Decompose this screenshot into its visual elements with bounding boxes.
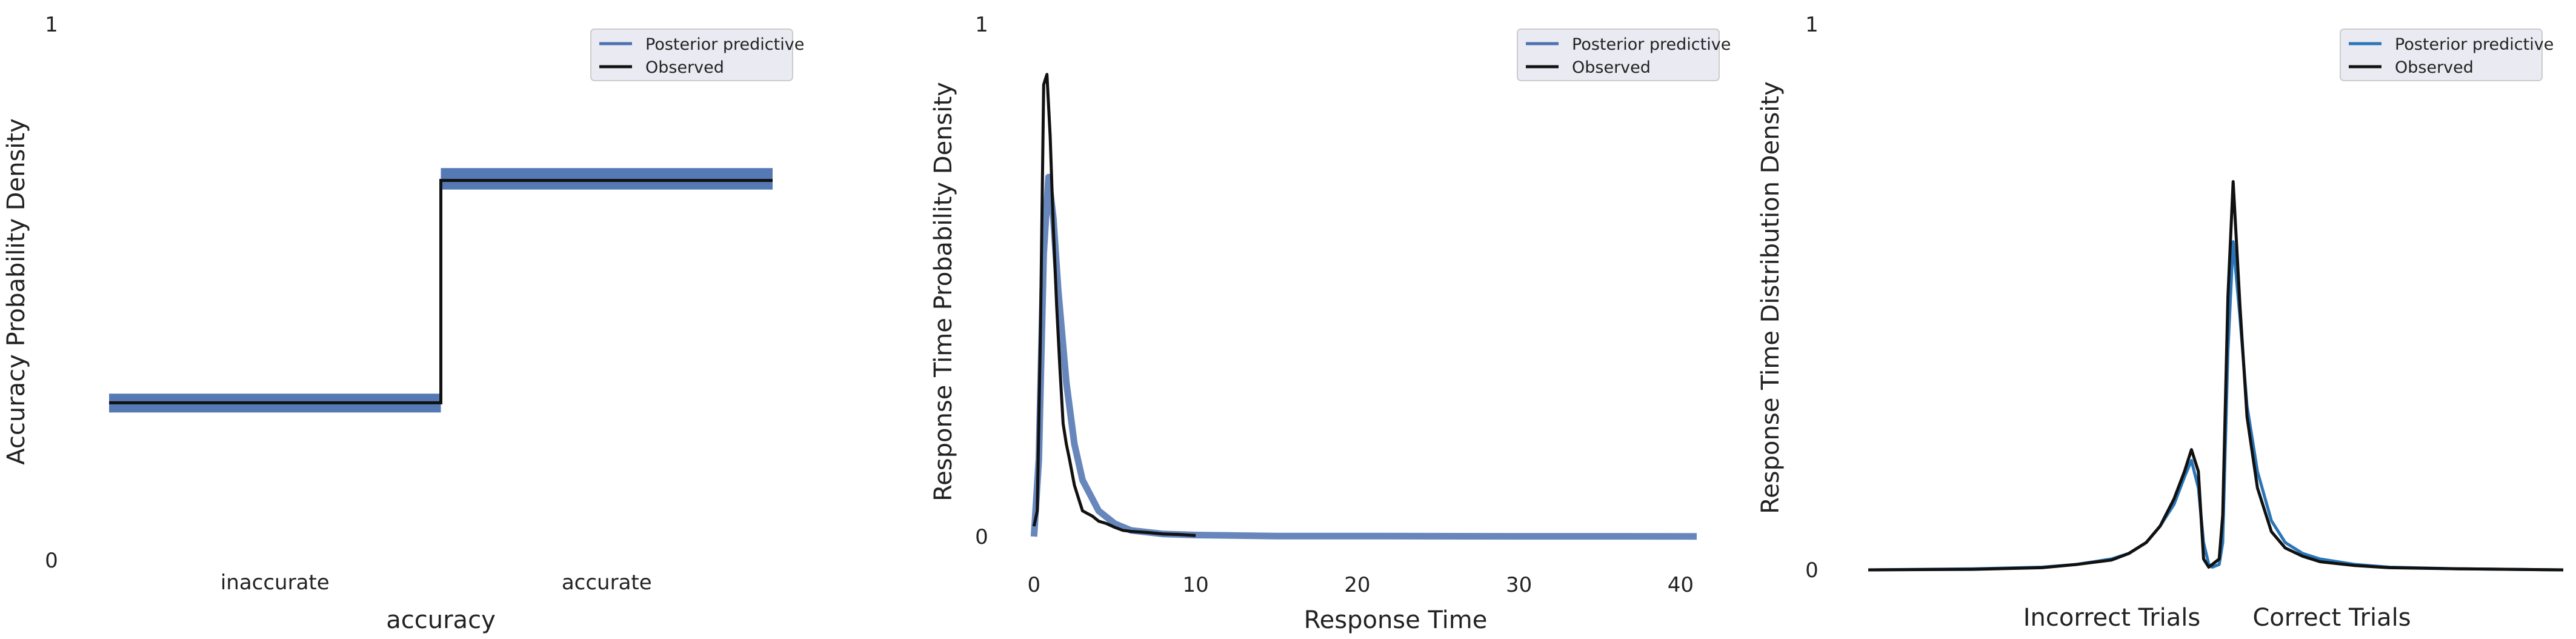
observed-step-line (109, 179, 773, 404)
legend: Posterior predictive Observed (2340, 28, 2554, 81)
y-tick-label: 1 (45, 13, 58, 37)
y-tick-label: 1 (1805, 13, 1819, 37)
y-tick-label: 0 (45, 549, 58, 573)
y-tick-label: 0 (975, 525, 988, 549)
legend-label: Posterior predictive (2395, 35, 2554, 54)
legend-label: Observed (1572, 58, 1651, 77)
x-axis-label: Response Time (1304, 606, 1488, 634)
observed-line (1032, 73, 1196, 537)
x-tick-label: 0 (1028, 573, 1041, 597)
x-tick-label: accurate (562, 570, 652, 595)
y-tick-label: 1 (975, 13, 988, 37)
legend-label: Observed (2395, 58, 2474, 77)
y-axis-label: Response Time Probability Density (930, 82, 957, 501)
x-tick-label: 20 (1344, 573, 1370, 597)
legend-label: Posterior predictive (1572, 35, 1731, 54)
x-tick-label: inaccurate (221, 570, 330, 595)
legend-frame (590, 28, 793, 81)
chart-accuracy: inaccurate accurate accuracy Accuracy Proba… (2, 13, 804, 634)
legend-label: Observed (645, 58, 724, 77)
posterior-predictive-line (1868, 240, 2564, 572)
legend-frame (1517, 28, 1720, 81)
x-tick-label: 10 (1182, 573, 1208, 597)
posterior-predictive-line (1030, 173, 1697, 540)
y-tick-label: 0 (1805, 558, 1819, 583)
observed-line (1868, 180, 2564, 572)
y-axis-label: Response Time Distribution Density (1757, 81, 1785, 514)
legend: Posterior predictive Observed (1517, 28, 1731, 81)
chart-rt-distribution: Incorrect Trials Correct Trials Response T… (1757, 13, 2564, 632)
legend: Posterior predictive Observed (590, 28, 804, 81)
x-tick-label: 30 (1506, 573, 1532, 597)
category-label-correct: Correct Trials (2252, 604, 2411, 632)
x-axis-label: accuracy (386, 606, 495, 634)
posterior-band-accurate (441, 168, 773, 190)
x-tick-label: 40 (1668, 573, 1694, 597)
legend-label: Posterior predictive (645, 35, 804, 54)
category-label-incorrect: Incorrect Trials (2023, 604, 2201, 632)
y-axis-label: Accuracy Probability Density (2, 118, 30, 465)
legend-frame (2340, 28, 2543, 81)
